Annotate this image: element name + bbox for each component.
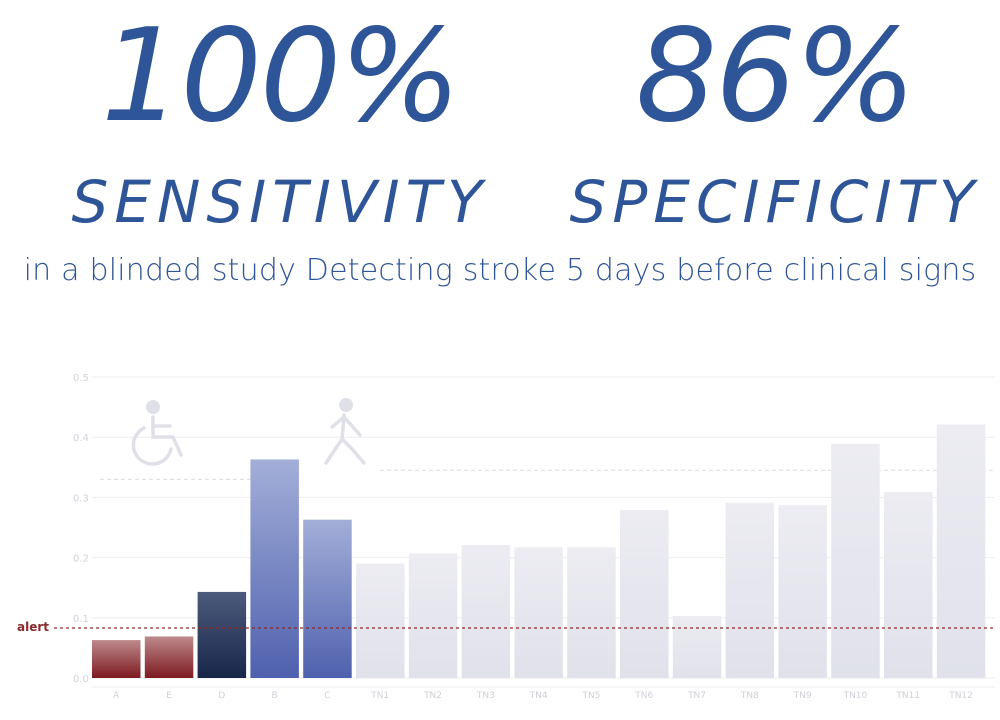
x-tick-label: TN7 <box>687 691 706 701</box>
bar-e <box>144 636 194 678</box>
x-tick-label: TN2 <box>423 691 442 701</box>
y-tick-label: 0.5 <box>73 373 89 384</box>
bar-tn11 <box>884 491 933 678</box>
y-tick-label: 0.0 <box>73 674 89 685</box>
x-tick-label: B <box>272 691 278 701</box>
x-tick-label: D <box>218 691 225 701</box>
sensitivity-stat: 100% SENSITIVITY <box>60 0 500 237</box>
bar-tn1 <box>356 563 405 678</box>
bar-tn3 <box>461 544 511 678</box>
bar-c <box>303 519 352 678</box>
x-tick-label: TN10 <box>843 691 868 701</box>
specificity-label: SPECIFICITY <box>569 168 981 236</box>
x-tick-label: TN1 <box>370 691 389 701</box>
x-tick-label: TN11 <box>895 691 920 701</box>
bar-tn12 <box>936 424 986 678</box>
bar-chart: 0.0 0.1 0.2 0.3 0.4 0.5 alert A E D B C TN1 TN2 TN3 T… <box>17 373 995 701</box>
x-tick-label: TN5 <box>581 691 600 701</box>
bar-tn9 <box>778 505 827 678</box>
x-tick-label: TN4 <box>529 691 548 701</box>
x-tick-label: A <box>113 691 120 701</box>
specificity-stat: 86% SPECIFICITY <box>555 0 995 237</box>
bar-d <box>197 591 247 678</box>
x-tick-label: TN6 <box>634 691 653 701</box>
y-tick-label: 0.1 <box>73 614 89 625</box>
x-tick-label: TN3 <box>476 691 495 701</box>
sensitivity-value: 100% <box>101 2 461 151</box>
sensitivity-label: SENSITIVITY <box>71 168 489 236</box>
bar-tn8 <box>725 502 775 678</box>
bar-tn6 <box>620 510 669 678</box>
x-tick-label: TN9 <box>793 691 812 701</box>
x-tick-label: E <box>166 691 172 701</box>
x-tick-label: C <box>324 691 330 701</box>
bar-tn2 <box>408 553 458 678</box>
y-tick-label: 0.3 <box>73 493 89 504</box>
wheelchair-icon <box>131 400 183 466</box>
walking-person-icon <box>324 398 366 465</box>
bar-tn5 <box>567 547 616 678</box>
bar-tn10 <box>831 443 880 678</box>
y-tick-label: 0.4 <box>73 433 89 444</box>
bar-b <box>250 459 299 678</box>
bar-tn4 <box>514 547 563 678</box>
bar-a <box>92 640 141 678</box>
x-tick-label: TN12 <box>948 691 973 701</box>
x-tick-label: TN8 <box>740 691 759 701</box>
specificity-value: 86% <box>635 2 917 151</box>
subtitle: in a blinded study Detecting stroke 5 da… <box>23 253 977 288</box>
alert-label: alert <box>17 620 49 634</box>
y-tick-label: 0.2 <box>73 554 89 565</box>
bar-tn7 <box>672 615 722 678</box>
